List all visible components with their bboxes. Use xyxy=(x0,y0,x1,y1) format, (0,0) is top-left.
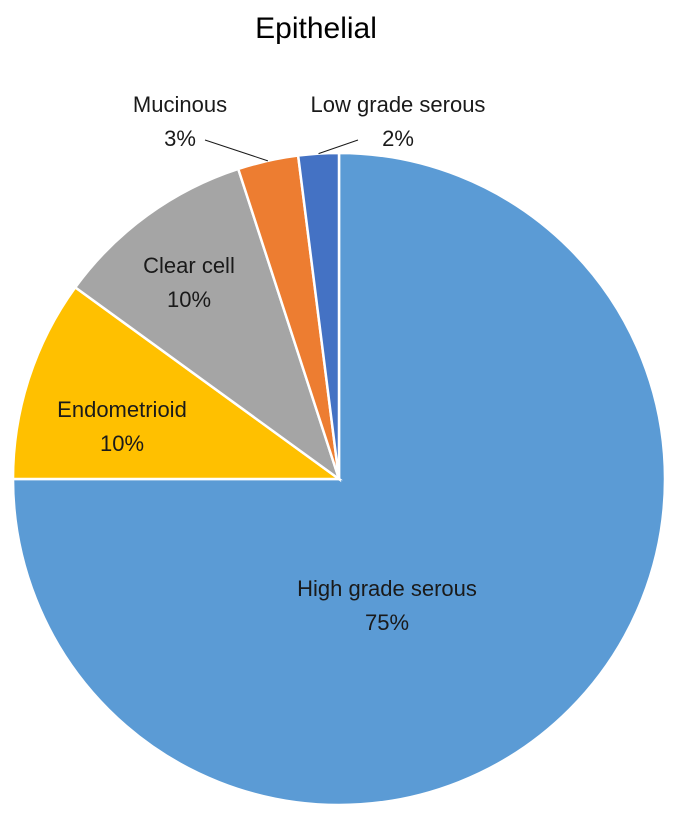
slice-label-endometrioid: Endometrioid 10% xyxy=(57,397,187,456)
slice-percent-mucinous: 3% xyxy=(164,126,196,151)
slice-percent-clear-cell: 10% xyxy=(167,287,211,312)
slice-name-mucinous: Mucinous xyxy=(133,92,227,117)
pie-slice-endometrioid xyxy=(11,285,343,481)
leader-line-low-grade-serous xyxy=(318,139,359,155)
slice-label-high-grade-serous: High grade serous 75% xyxy=(297,576,477,635)
slice-percent-endometrioid: 10% xyxy=(100,431,144,456)
slice-name-clear-cell: Clear cell xyxy=(143,253,235,278)
leader-line-mucinous xyxy=(204,139,269,162)
slice-label-clear-cell: Clear cell 10% xyxy=(143,253,235,312)
slice-percent-low-grade-serous: 2% xyxy=(382,126,414,151)
slice-labels: High grade serous 75%Endometrioid 10%Clear… xyxy=(57,92,485,635)
pie-slice-high-grade-serous xyxy=(11,151,667,807)
chart-title: Epithelial xyxy=(255,12,377,45)
pie-slices xyxy=(11,151,667,807)
slice-label-low-grade-serous: Low grade serous 2% xyxy=(311,92,486,151)
slice-name-high-grade-serous: High grade serous xyxy=(297,576,477,601)
slice-name-endometrioid: Endometrioid xyxy=(57,397,187,422)
pie-slice-clear-cell xyxy=(73,167,342,483)
slice-percent-high-grade-serous: 75% xyxy=(365,610,409,635)
slice-name-low-grade-serous: Low grade serous xyxy=(311,92,486,117)
pie-slice-low-grade-serous xyxy=(296,151,341,480)
slice-label-mucinous: Mucinous 3% xyxy=(133,92,227,151)
leader-lines xyxy=(204,139,359,162)
